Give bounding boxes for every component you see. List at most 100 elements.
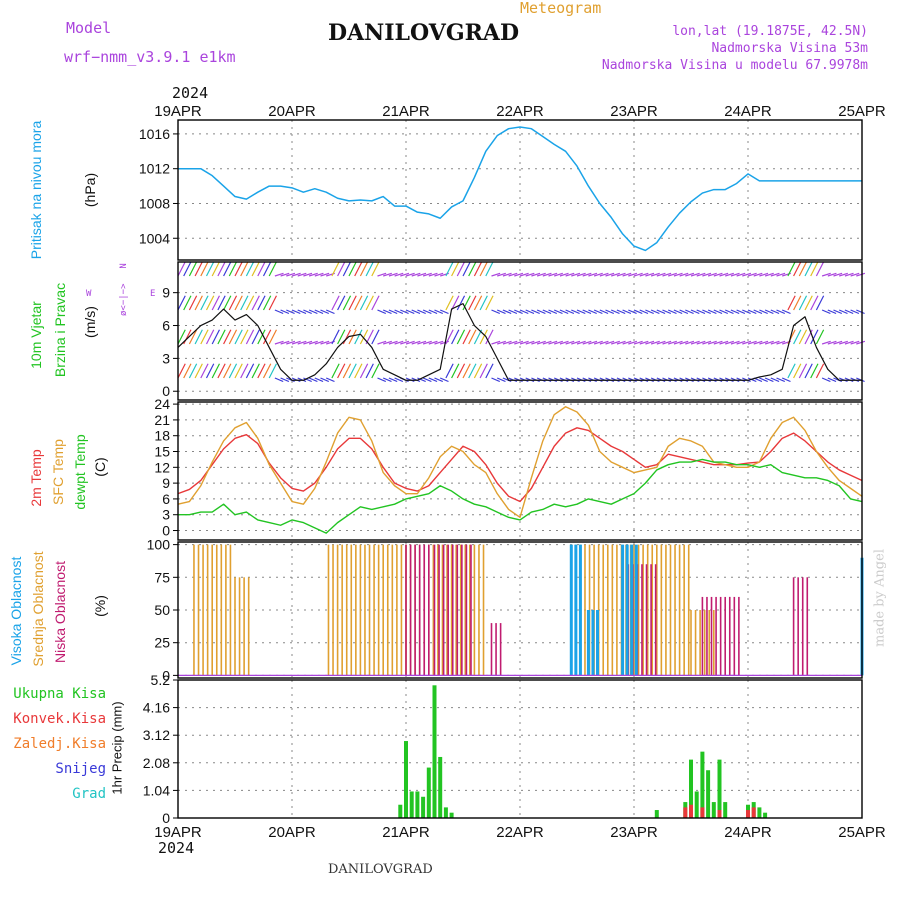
y-tick-label: 75: [154, 569, 170, 585]
y-tick-label: 1004: [139, 230, 170, 246]
wind-arrow: [234, 329, 243, 345]
precip-total-bar: [438, 756, 443, 818]
wind-arrow: [685, 272, 695, 277]
wind-arrow: [759, 377, 768, 383]
wind-arrow: [707, 309, 717, 315]
wind-arrow: [690, 340, 700, 345]
wind-arrow: [434, 272, 444, 277]
wind-arrow: [571, 340, 581, 345]
wind-arrow: [183, 261, 192, 277]
wind-arrow: [764, 340, 774, 345]
wind-arrow: [542, 272, 552, 277]
wind-arrow: [839, 272, 848, 277]
wind-arrow: [576, 309, 586, 315]
wind-arrow: [456, 363, 466, 379]
wind-arrow: [183, 363, 192, 379]
wind-arrow: [827, 309, 837, 315]
wind-arrow: [394, 377, 404, 383]
wind-arrow: [291, 309, 301, 315]
wind-arrow: [428, 340, 438, 345]
wind-arrow: [559, 272, 569, 277]
wind-arrow: [428, 309, 438, 315]
wind-arrow: [725, 272, 734, 277]
wind-arrow: [776, 272, 786, 277]
wind-arrow: [257, 329, 266, 345]
wind-arrow: [377, 272, 387, 277]
wind-arrow: [582, 309, 592, 315]
wind-arrow: [422, 377, 432, 383]
wind-arrow: [479, 295, 488, 311]
wind-arrow: [571, 272, 581, 277]
wind-arrow: [662, 340, 672, 345]
precip-total-bar: [757, 807, 762, 818]
wind-arrow: [519, 309, 529, 315]
wind-arrow: [223, 295, 232, 311]
wind-arrow: [815, 363, 825, 379]
date-label-top: 19APR: [154, 103, 202, 120]
wind-arrow: [417, 340, 427, 345]
wind-arrow: [434, 377, 444, 383]
wind-arrow: [525, 340, 535, 345]
wind-arrow: [787, 363, 796, 379]
wind-arrow: [571, 309, 580, 315]
wind-arrow: [177, 261, 186, 277]
wind-arrow: [303, 272, 313, 277]
wind-arrow: [759, 340, 769, 345]
wind-arrow: [394, 309, 404, 315]
wind-arrow: [371, 363, 380, 379]
wind-arrow: [462, 363, 471, 379]
wind-arrow: [702, 309, 711, 315]
wind-arrow: [514, 272, 524, 277]
legend-snow: Snijeg: [55, 761, 106, 777]
legend-total-precip: Ukupna Kisa: [13, 686, 106, 702]
y-tick-label: 100: [147, 537, 171, 553]
wind-arrow: [359, 261, 369, 277]
wind-arrow: [605, 340, 615, 345]
wind-arrow: [616, 340, 626, 345]
wind-arrow: [536, 340, 546, 345]
wind-arrow: [639, 272, 649, 277]
wind-arrow: [485, 329, 494, 345]
wind-arrow: [257, 261, 266, 277]
date-label-top: 21APR: [382, 103, 430, 120]
wind-arrow: [514, 309, 523, 315]
wind-arrow: [297, 340, 307, 345]
precip-total-bar: [449, 812, 454, 818]
wind-arrow: [827, 377, 837, 383]
wind-arrow: [422, 272, 432, 277]
wind-arrow: [815, 329, 825, 345]
wind-arrow: [286, 377, 295, 383]
wind-arrow: [291, 272, 301, 277]
wind-arrow: [280, 340, 290, 345]
wind-arrow: [479, 363, 488, 379]
wind-arrow: [405, 272, 415, 277]
wind-arrow: [262, 329, 272, 345]
wind-arrow: [257, 363, 266, 379]
wind-arrow: [525, 309, 535, 315]
wind-arrow: [491, 340, 501, 345]
wind-arrow: [359, 295, 369, 311]
wind-arrow: [531, 309, 540, 315]
wind-arrow: [354, 261, 363, 277]
wind-arrow: [559, 340, 569, 345]
panel-frame: [177, 119, 863, 261]
wind-arrow: [217, 329, 226, 345]
y-tick-label: 6: [162, 318, 170, 334]
wind-arrow: [850, 340, 860, 345]
wind-arrow: [798, 261, 808, 277]
wind-arrow: [262, 261, 272, 277]
wind-arrow: [485, 261, 494, 277]
wind-arrow: [798, 363, 808, 379]
wind-arrow: [764, 309, 774, 315]
wind-arrow: [308, 340, 318, 345]
wind-arrow: [610, 309, 620, 315]
wind-arrow: [690, 272, 700, 277]
wind-arrow: [833, 340, 843, 345]
wind-arrow: [205, 261, 215, 277]
wind-arrow: [770, 377, 780, 383]
wind-arrow: [245, 295, 255, 311]
wind-arrow: [810, 295, 819, 311]
wind-arrow: [234, 261, 243, 277]
date-label-top: 22APR: [496, 103, 544, 120]
y-tick-label: 2.08: [143, 755, 170, 771]
